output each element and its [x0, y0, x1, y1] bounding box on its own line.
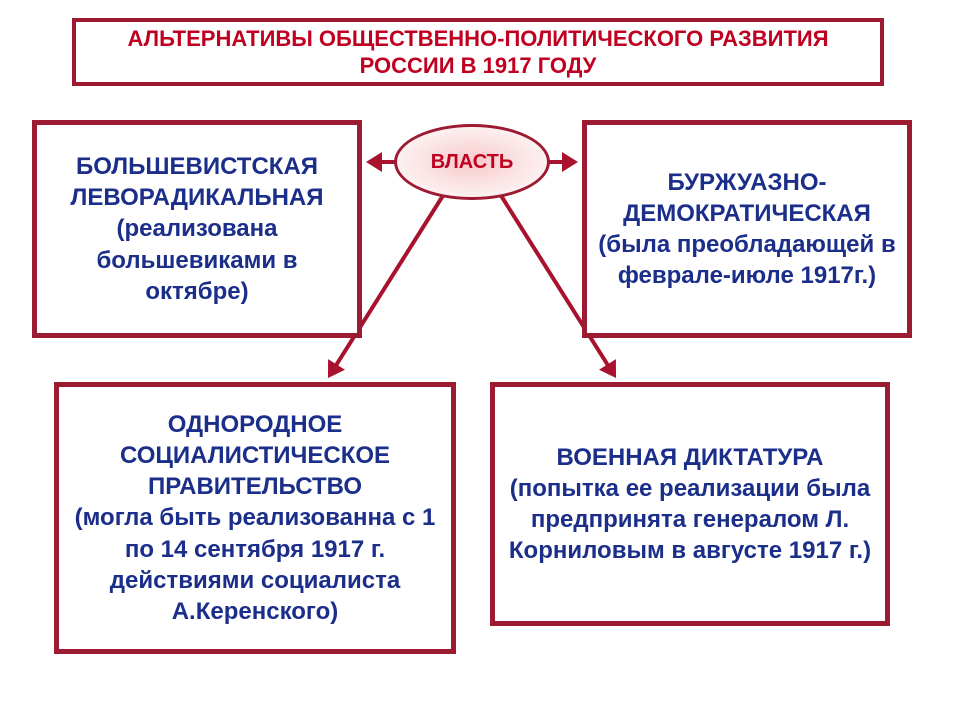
node-bolshevik-detail: (реализована большевиками в октябре): [47, 213, 347, 307]
node-socialist-detail: (могла быть реализованна с 1 по 14 сентя…: [69, 502, 441, 627]
node-military-heading: ВОЕННАЯ ДИКТАТУРА: [556, 442, 823, 473]
node-military-detail: (попытка ее реализации была предпринята …: [505, 473, 875, 567]
diagram-title-text: АЛЬТЕРНАТИВЫ ОБЩЕСТВЕННО-ПОЛИТИЧЕСКОГО Р…: [86, 25, 870, 80]
node-bourgeois: БУРЖУАЗНО-ДЕМОКРАТИЧЕСКАЯ (была преоблад…: [582, 120, 912, 338]
node-bolshevik: БОЛЬШЕВИСТСКАЯ ЛЕВОРАДИКАЛЬНАЯ (реализов…: [32, 120, 362, 338]
node-socialist-heading: ОДНОРОДНОЕ СОЦИАЛИСТИЧЕСКОЕ ПРАВИТЕЛЬСТВ…: [69, 409, 441, 503]
node-bourgeois-detail: (была преобладающей в феврале-июле 1917г…: [597, 229, 897, 291]
center-node-power: ВЛАСТЬ: [394, 124, 550, 200]
node-socialist: ОДНОРОДНОЕ СОЦИАЛИСТИЧЕСКОЕ ПРАВИТЕЛЬСТВ…: [54, 382, 456, 654]
center-node-label: ВЛАСТЬ: [431, 151, 513, 174]
node-bolshevik-heading: БОЛЬШЕВИСТСКАЯ ЛЕВОРАДИКАЛЬНАЯ: [47, 151, 347, 213]
diagram-title: АЛЬТЕРНАТИВЫ ОБЩЕСТВЕННО-ПОЛИТИЧЕСКОГО Р…: [72, 18, 884, 86]
node-bourgeois-heading: БУРЖУАЗНО-ДЕМОКРАТИЧЕСКАЯ: [597, 167, 897, 229]
node-military: ВОЕННАЯ ДИКТАТУРА (попытка ее реализации…: [490, 382, 890, 626]
